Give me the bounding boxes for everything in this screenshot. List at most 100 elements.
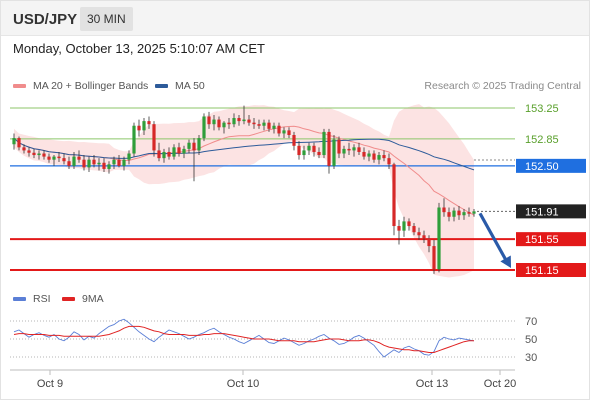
support-tag-151.55	[516, 232, 586, 247]
x-tick-label-2: Oct 13	[416, 378, 448, 390]
candle-body	[447, 212, 451, 217]
candle-body	[117, 159, 121, 166]
candle-body	[377, 155, 381, 160]
timeframe-button[interactable]: 30 MIN	[80, 7, 133, 31]
candle-body	[77, 156, 81, 160]
candle-body	[72, 156, 76, 166]
candle-body	[217, 119, 221, 128]
candle-body	[407, 221, 411, 227]
candle-body	[97, 162, 101, 165]
legend-label-ma50: MA 50	[175, 80, 205, 92]
candle-body	[292, 135, 296, 146]
candle-body	[177, 147, 181, 154]
candle-body	[187, 142, 191, 149]
candle-body	[312, 145, 316, 152]
candle-body	[282, 130, 286, 134]
rsi-tick-label-70: 70	[525, 316, 537, 328]
candle-body	[317, 151, 321, 156]
candle-body	[142, 121, 146, 131]
candle-body	[167, 151, 171, 157]
candle-body	[462, 212, 466, 216]
candle-body	[197, 138, 201, 151]
rsi-line	[13, 318, 475, 358]
candle-body	[272, 125, 276, 129]
legend-swatch-ma50	[155, 84, 168, 88]
candle-body	[212, 119, 216, 125]
candle-body	[27, 150, 31, 153]
candle-body	[147, 121, 151, 125]
pivot-tag	[516, 158, 586, 173]
credit-text: Research © 2025 Trading Central	[424, 80, 581, 92]
candle-body	[342, 148, 346, 154]
legend-swatch-ma9	[62, 297, 75, 301]
candle-body	[137, 125, 141, 131]
legend-ma9: 9MA	[62, 293, 104, 305]
candle-body	[387, 158, 391, 165]
support-label-151.55: 151.55	[525, 234, 559, 246]
candle-body	[47, 156, 51, 160]
rsi-ma9-line	[13, 325, 474, 353]
candle-body	[127, 153, 131, 160]
candle-body	[202, 116, 206, 139]
candle-body	[307, 145, 311, 151]
support-label-151.15: 151.15	[525, 265, 559, 277]
candle-body	[132, 125, 136, 154]
candle-body	[192, 142, 196, 151]
legend-ma50: MA 50	[155, 80, 205, 92]
candle-body	[17, 138, 21, 148]
candle-body	[362, 151, 366, 157]
support-tag-151.15	[516, 263, 586, 277]
legend-label-rsi: RSI	[33, 293, 51, 305]
candle-body	[252, 122, 256, 125]
candle-body	[442, 207, 446, 213]
candle-body	[102, 162, 106, 169]
candle-body	[327, 131, 331, 166]
candle-body	[262, 122, 266, 126]
candle-body	[257, 124, 261, 126]
candle-body	[82, 159, 86, 168]
candle-body	[162, 151, 166, 159]
candle-body	[87, 159, 91, 168]
header-bar: USD/JPY 30 MIN	[1, 1, 589, 36]
candle-body	[62, 158, 66, 162]
candle-body	[432, 246, 436, 270]
candle-body	[427, 238, 431, 247]
candle-body	[357, 147, 361, 152]
candle-body	[352, 147, 356, 151]
resistance-label-153.25: 153.25	[525, 103, 559, 115]
candle-body	[437, 207, 441, 270]
candle-body	[452, 210, 456, 217]
rsi-tick-label-30: 30	[525, 352, 537, 364]
candle-body	[52, 156, 56, 160]
candle-body	[222, 122, 226, 128]
candle-body	[122, 159, 126, 166]
candle-body	[232, 118, 236, 125]
symbol-label: USD/JPY	[13, 11, 78, 28]
forecast-arrow-head	[500, 255, 511, 268]
candle-body	[422, 235, 426, 239]
candle-body	[287, 130, 291, 135]
candle-body	[372, 153, 376, 160]
candle-body	[302, 150, 306, 156]
timestamp: Monday, October 13, 2025 5:10:07 AM CET	[13, 41, 265, 56]
candle-body	[32, 152, 36, 156]
candle-body	[67, 161, 71, 166]
x-tick-label-1: Oct 10	[227, 378, 259, 390]
forecast-arrow-shaft	[478, 212, 509, 263]
candle-body	[42, 153, 46, 157]
candle-body	[182, 148, 186, 154]
candle-body	[267, 122, 271, 129]
candle-body	[347, 148, 351, 151]
legend-label-bollinger: MA 20 + Bollinger Bands	[33, 80, 149, 92]
x-tick-label-3: Oct 20	[484, 378, 516, 390]
legend-rsi: RSI	[13, 293, 51, 305]
candle-body	[107, 164, 111, 169]
candle-body	[397, 226, 401, 231]
candle-body	[112, 159, 116, 165]
bollinger-band	[14, 104, 474, 278]
candle-body	[57, 156, 61, 159]
candle-body	[467, 212, 471, 214]
candle-body	[417, 232, 421, 236]
